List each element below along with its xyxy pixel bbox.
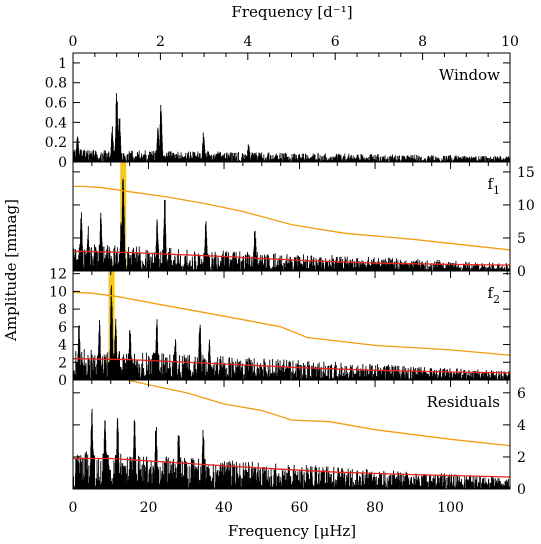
y-tick-label: 6 (517, 386, 526, 402)
bottom-tick-label: 60 (291, 500, 309, 516)
top-axis-ticks: 0 2 4 6 8 10 (69, 34, 519, 50)
y-tick-label: 6 (58, 320, 67, 336)
panel-frame (72, 161, 511, 272)
top-axis-label: Frequency [d⁻¹] (231, 3, 352, 21)
panel-frames (72, 52, 511, 490)
panel-residuals (73, 380, 510, 489)
y-tick-label: 5 (517, 231, 526, 247)
y-tick-label: 0.6 (45, 96, 67, 112)
y-tick-label: 15 (517, 165, 535, 181)
panel-f2 (73, 271, 510, 380)
y-tick-label: 8 (58, 302, 67, 318)
bottom-tick-label: 0 (69, 500, 78, 516)
top-tick-label: 0 (69, 34, 78, 50)
y-tick-label: 10 (49, 284, 67, 300)
y-tick-label: 2 (517, 450, 526, 466)
y-tick-label: 12 (49, 267, 67, 283)
bottom-tick-label: 100 (437, 500, 464, 516)
y-axis-label: Amplitude [mmag] (2, 199, 20, 342)
spectrum-line (73, 408, 510, 489)
upper-threshold-line (127, 380, 510, 447)
panel-frame (72, 270, 511, 381)
y-tick-label: 0.4 (45, 115, 67, 131)
bottom-tick-label: 40 (215, 500, 233, 516)
panel-label: f2 (487, 284, 500, 306)
panel-labels: 00.20.40.60.81Window051015f1024681012f20… (45, 56, 535, 498)
panel-frame (72, 379, 511, 490)
upper-threshold-line (73, 185, 510, 251)
top-tick-label: 2 (156, 34, 165, 50)
panel-label: Window (439, 66, 500, 84)
bottom-tick-label: 80 (366, 500, 384, 516)
bottom-axis-ticks: 0 20 40 60 80 100 (69, 500, 464, 516)
y-tick-label: 0 (58, 373, 67, 389)
y-tick-label: 1 (58, 56, 67, 72)
bottom-axis-label: Frequency [μHz] (228, 522, 356, 540)
top-tick-label: 8 (418, 34, 427, 50)
top-tick-label: 6 (331, 34, 340, 50)
panel-f1 (73, 162, 510, 271)
y-tick-label: 0 (517, 482, 526, 498)
spectrum-line (73, 93, 510, 162)
upper-threshold-line (73, 291, 510, 356)
y-tick-label: 0 (58, 155, 67, 171)
y-tick-label: 10 (517, 198, 535, 214)
y-tick-label: 4 (58, 338, 67, 354)
y-tick-label: 4 (517, 418, 526, 434)
lower-threshold-line (73, 457, 510, 478)
panel-window (73, 93, 510, 162)
top-tick-label: 4 (243, 34, 252, 50)
lower-threshold-line (73, 358, 510, 374)
panel-label: Residuals (427, 393, 500, 411)
top-tick-label: 10 (501, 34, 519, 50)
panel-tick-marks (72, 53, 511, 490)
y-tick-label: 0.2 (45, 135, 67, 151)
y-tick-label: 0.8 (45, 76, 67, 92)
y-tick-label: 0 (517, 264, 526, 280)
panel-label: f1 (487, 175, 500, 197)
spectrum-line (73, 285, 510, 380)
bottom-tick-label: 20 (140, 500, 158, 516)
y-tick-label: 2 (58, 355, 67, 371)
